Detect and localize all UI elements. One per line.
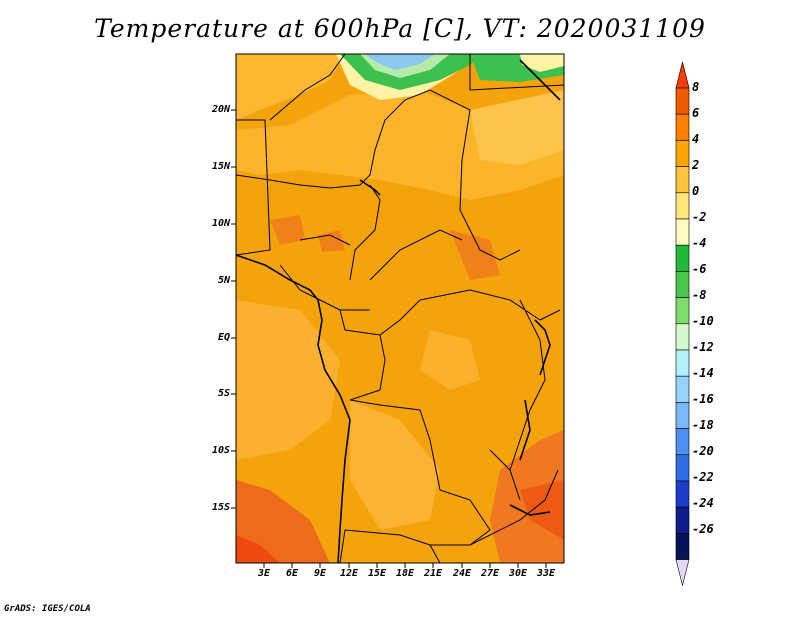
field-se-hotter bbox=[520, 480, 564, 540]
colorbar-swatch bbox=[675, 192, 690, 220]
field-west-band bbox=[236, 300, 340, 460]
colorbar-label-0: 0 bbox=[692, 184, 700, 198]
lat-label-5n: 5N bbox=[217, 275, 230, 286]
lat-label-20n: 20N bbox=[211, 104, 230, 115]
colorbar-label-m22: -22 bbox=[692, 470, 714, 484]
lon-label-9e: 9E bbox=[313, 568, 327, 579]
field-hot-patch-1 bbox=[450, 230, 500, 280]
colorbar-top-arrow bbox=[675, 61, 690, 89]
colorbar-swatch bbox=[675, 271, 690, 298]
map-title: Temperature at 600hPa [C], VT: 202003110… bbox=[94, 14, 706, 43]
lon-label-3e: 3E bbox=[257, 568, 271, 579]
colorbar-label-m4: -4 bbox=[692, 236, 707, 250]
colorbar-swatch bbox=[675, 113, 690, 141]
field-nw-warm bbox=[236, 54, 345, 120]
field-sw-hotter bbox=[236, 535, 280, 563]
field-angola-light bbox=[350, 400, 440, 530]
colorbar-label-m16: -16 bbox=[692, 392, 714, 406]
map-frame bbox=[235, 53, 565, 564]
colorbar-label-m8: -8 bbox=[692, 288, 707, 302]
field-congo-light bbox=[420, 330, 480, 390]
lon-label-6e: 6E bbox=[285, 568, 299, 579]
colorbar-swatch bbox=[675, 87, 690, 115]
lat-label-15n: 15N bbox=[211, 161, 230, 172]
colorbar-label-m10: -10 bbox=[692, 314, 714, 328]
coastlines bbox=[236, 59, 561, 563]
colorbar-label-m24: -24 bbox=[692, 496, 714, 510]
colorbar-label-m18: -18 bbox=[692, 418, 714, 432]
field-ne-light bbox=[470, 90, 564, 165]
colorbar-swatch bbox=[675, 428, 690, 456]
lon-label-33e: 33E bbox=[536, 568, 556, 579]
colorbar-label-m14: -14 bbox=[692, 366, 714, 380]
colorbar-label-4: 4 bbox=[692, 132, 700, 146]
lon-label-27e: 27E bbox=[480, 568, 500, 579]
colorbar-swatch bbox=[675, 454, 690, 482]
lon-label-24e: 24E bbox=[452, 568, 472, 579]
colorbar-label-2: 2 bbox=[692, 158, 700, 172]
colorbar-swatch bbox=[675, 402, 690, 429]
temperature-field bbox=[236, 54, 564, 563]
colorbar-label-m12: -12 bbox=[692, 340, 714, 354]
colorbar-swatch bbox=[675, 218, 690, 246]
field-sw-hot bbox=[236, 480, 330, 563]
colorbar-label-m6: -6 bbox=[692, 262, 707, 276]
colorbar-label-6: 6 bbox=[692, 106, 700, 120]
colorbar-bottom-arrow bbox=[675, 559, 690, 586]
colorbar-swatch bbox=[675, 297, 690, 325]
lat-label-10n: 10N bbox=[211, 218, 230, 229]
field-cold-blue bbox=[365, 54, 435, 70]
colorbar-swatch bbox=[675, 349, 690, 377]
colorbar-label-m2: -2 bbox=[692, 210, 707, 224]
colorbar-swatch bbox=[675, 375, 690, 403]
colorbar-swatch bbox=[675, 480, 690, 508]
colorbar-swatch bbox=[675, 323, 690, 351]
colorbar-swatch bbox=[675, 140, 690, 167]
lat-label-10s: 10S bbox=[211, 445, 230, 456]
country-borders bbox=[236, 54, 564, 563]
colorbar-swatch bbox=[675, 506, 690, 534]
lat-label-eq: EQ bbox=[217, 332, 230, 343]
colorbar-swatch bbox=[675, 166, 690, 194]
tick-marks bbox=[231, 109, 547, 568]
credit-text: GrADS: IGES/COLA bbox=[4, 604, 91, 614]
lon-label-18e: 18E bbox=[395, 568, 415, 579]
lon-label-30e: 30E bbox=[508, 568, 528, 579]
colorbar-swatch bbox=[675, 244, 690, 272]
colorbar-label-m26: -26 bbox=[692, 522, 714, 536]
colorbar-label-8: 8 bbox=[692, 80, 700, 94]
lon-label-15e: 15E bbox=[367, 568, 387, 579]
colorbar bbox=[675, 61, 690, 586]
field-hot-patch-2 bbox=[270, 215, 305, 245]
field-cold-ne bbox=[520, 54, 564, 72]
lon-label-21e: 21E bbox=[423, 568, 443, 579]
colorbar-label-m20: -20 bbox=[692, 444, 714, 458]
colorbar-swatch bbox=[675, 533, 690, 560]
lat-label-15s: 15S bbox=[211, 502, 230, 513]
lat-label-5s: 5S bbox=[217, 388, 230, 399]
lon-label-12e: 12E bbox=[339, 568, 359, 579]
